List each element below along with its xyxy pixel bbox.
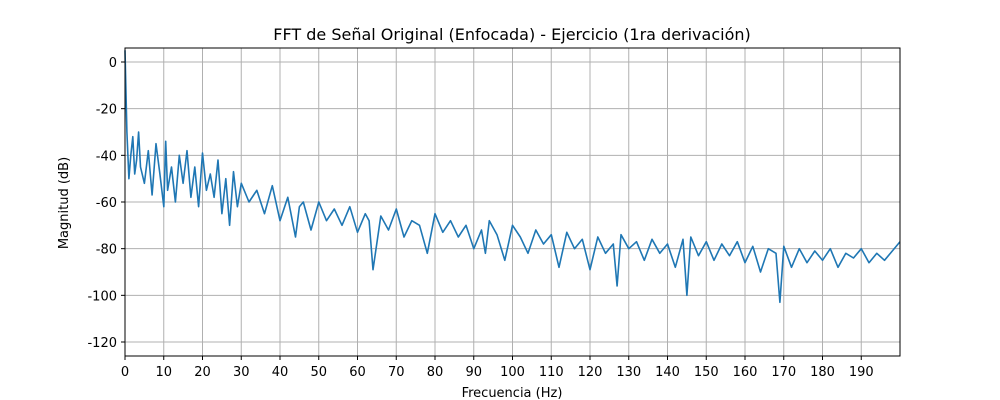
x-tick-label: 190 — [849, 365, 874, 380]
y-axis-label: Magnitud (dB) — [57, 157, 72, 249]
x-tick-label: 160 — [733, 365, 758, 380]
x-tick-label: 170 — [771, 365, 796, 380]
x-tick-label: 90 — [465, 365, 482, 380]
x-tick-label: 150 — [694, 365, 719, 380]
y-tick-label: -120 — [87, 336, 117, 351]
x-tick-label: 120 — [578, 365, 603, 380]
x-axis-label: Frecuencia (Hz) — [462, 386, 563, 400]
y-tick-label: -100 — [87, 289, 117, 304]
y-tick-label: 0 — [109, 56, 117, 71]
x-tick-label: 10 — [155, 365, 172, 380]
x-tick-label: 40 — [272, 365, 289, 380]
y-tick-label: -20 — [96, 103, 117, 118]
fft-magnitude-line — [124, 50, 901, 304]
chart-title: FFT de Señal Original (Enfocada) - Ejerc… — [273, 25, 751, 44]
x-tick-label: 70 — [388, 365, 405, 380]
x-tick-label: 130 — [616, 365, 641, 380]
y-axis-ticks: 0 -20 -40 -60 -80 -100 -120 — [87, 56, 125, 351]
y-tick-label: -60 — [96, 196, 117, 211]
x-tick-label: 0 — [121, 365, 129, 380]
plot-frame — [124, 47, 901, 357]
y-tick-label: -40 — [96, 149, 117, 164]
x-tick-label: 60 — [349, 365, 366, 380]
x-tick-label: 50 — [310, 365, 327, 380]
x-tick-label: 20 — [194, 365, 211, 380]
x-tick-label: 180 — [810, 365, 835, 380]
x-tick-label: 110 — [539, 365, 564, 380]
x-tick-label: 100 — [500, 365, 525, 380]
x-axis-ticks: 0 10 20 30 40 50 60 70 80 90 100 110 120 130 140 150 160… — [121, 356, 874, 380]
grid-lines — [124, 48, 900, 356]
x-tick-label: 140 — [655, 365, 680, 380]
y-tick-label: -80 — [96, 243, 117, 258]
x-tick-label: 80 — [427, 365, 444, 380]
x-tick-label: 30 — [233, 365, 250, 380]
